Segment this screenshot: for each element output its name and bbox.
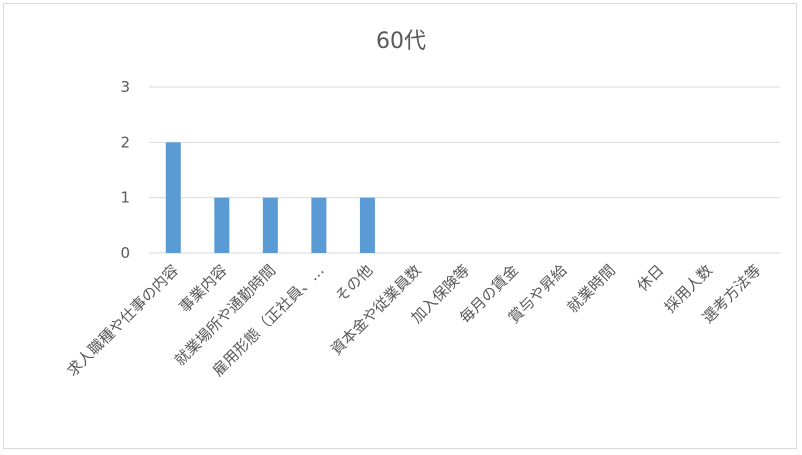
bar <box>165 142 181 253</box>
y-tick-label: 0 <box>120 244 130 262</box>
gridlines <box>149 86 780 254</box>
y-tick-label: 2 <box>120 133 130 151</box>
x-category-label: 求人職種や仕事の内容 <box>63 261 182 380</box>
x-category-label: 資本金や従業員数 <box>327 261 425 359</box>
bars <box>165 142 375 253</box>
chart-frame <box>3 3 797 449</box>
y-tick-label: 1 <box>120 189 130 207</box>
y-axis-tick-labels: 0 1 2 3 <box>120 78 130 262</box>
x-category-label: 就業時間 <box>564 261 619 316</box>
chart-title: 60代 <box>376 29 426 54</box>
bar <box>262 197 278 253</box>
bar <box>359 197 375 253</box>
y-tick-label: 3 <box>120 78 130 96</box>
x-category-label: 休日 <box>634 261 668 295</box>
x-category-label: その他 <box>332 261 377 306</box>
bar <box>311 197 327 253</box>
bar <box>214 197 230 253</box>
